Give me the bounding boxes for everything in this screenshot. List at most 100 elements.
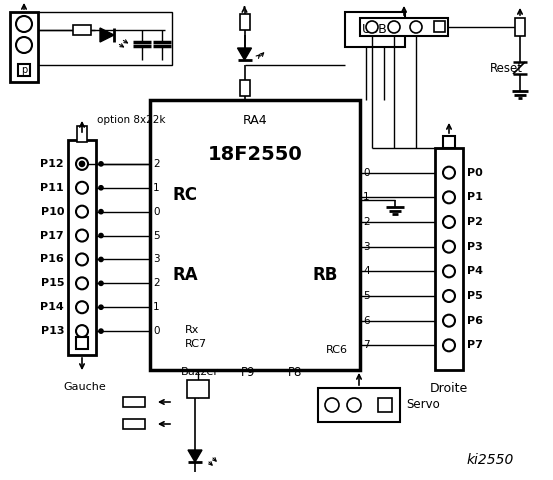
Text: P4: P4 [467,266,483,276]
Circle shape [16,16,32,32]
Text: Droite: Droite [430,382,468,395]
Bar [378,398,392,412]
Circle shape [76,205,88,217]
Text: 3: 3 [363,241,369,252]
Text: p: p [21,65,27,75]
Text: P9: P9 [241,365,255,379]
Text: 7: 7 [363,340,369,350]
Circle shape [443,192,455,204]
Circle shape [99,210,103,214]
Circle shape [366,21,378,33]
Circle shape [443,315,455,327]
Circle shape [16,37,32,53]
Polygon shape [100,28,114,42]
Bar [360,18,448,36]
Text: 5: 5 [363,291,369,301]
Text: RC6: RC6 [326,345,348,355]
Bar [10,12,38,82]
Text: P2: P2 [467,217,483,227]
Text: 1: 1 [153,183,160,193]
Circle shape [388,21,400,33]
Text: P0: P0 [467,168,483,178]
Text: USB: USB [362,23,388,36]
Bar [187,380,209,398]
Polygon shape [188,450,202,462]
Bar [38,12,172,65]
Text: P10: P10 [40,207,64,216]
Circle shape [443,290,455,302]
Text: 6: 6 [363,316,369,325]
Text: option 8x22k: option 8x22k [97,115,165,125]
Text: P17: P17 [40,230,64,240]
Text: P15: P15 [40,278,64,288]
Circle shape [76,229,88,241]
Text: P11: P11 [40,183,64,193]
Bar [123,397,145,407]
Text: RC7: RC7 [185,339,207,349]
Bar [76,337,88,349]
Text: Rx: Rx [185,325,200,335]
Text: 0: 0 [153,326,159,336]
Text: P7: P7 [467,340,483,350]
Bar [68,140,96,355]
Circle shape [99,281,103,285]
Polygon shape [237,48,252,60]
Text: 5: 5 [153,230,160,240]
Text: P12: P12 [40,159,64,169]
Bar [18,64,30,76]
Bar [318,388,400,422]
Text: Reset: Reset [490,61,523,74]
Circle shape [410,21,422,33]
Text: ki2550: ki2550 [466,453,514,467]
Circle shape [99,329,103,333]
Circle shape [76,253,88,265]
Circle shape [76,277,88,289]
Circle shape [325,398,339,412]
Bar [239,14,249,30]
Bar [443,136,455,148]
Circle shape [443,167,455,179]
Text: 4: 4 [363,266,369,276]
Bar [73,25,91,35]
Circle shape [76,301,88,313]
Circle shape [443,339,455,351]
Circle shape [99,162,103,166]
Text: 18F2550: 18F2550 [207,145,302,165]
Text: P6: P6 [467,316,483,325]
Bar [435,148,463,370]
Circle shape [99,257,103,262]
Circle shape [76,182,88,194]
Text: 0: 0 [153,207,159,216]
Text: RC: RC [172,186,197,204]
Text: P13: P13 [40,326,64,336]
Bar [239,80,249,96]
Text: RA: RA [172,266,197,284]
Bar [345,12,405,47]
Text: RB: RB [312,266,338,284]
Text: P16: P16 [40,254,64,264]
Text: Servo: Servo [406,398,440,411]
Circle shape [347,398,361,412]
Circle shape [99,186,103,190]
Circle shape [99,234,103,238]
Circle shape [76,158,88,170]
Text: RA4: RA4 [243,113,267,127]
Bar [123,419,145,429]
Circle shape [443,240,455,252]
Text: 0: 0 [363,168,369,178]
Text: 3: 3 [153,254,160,264]
Text: P8: P8 [288,365,302,379]
Circle shape [443,216,455,228]
Text: P14: P14 [40,302,64,312]
Bar [434,21,445,32]
Text: 2: 2 [153,159,160,169]
Circle shape [443,265,455,277]
Bar [77,126,87,142]
Circle shape [80,161,85,167]
Text: 2: 2 [363,217,369,227]
Text: P1: P1 [467,192,483,203]
Bar [150,100,360,370]
Text: Buzzer: Buzzer [181,367,219,377]
Text: 1: 1 [363,192,369,203]
Text: 2: 2 [153,278,160,288]
